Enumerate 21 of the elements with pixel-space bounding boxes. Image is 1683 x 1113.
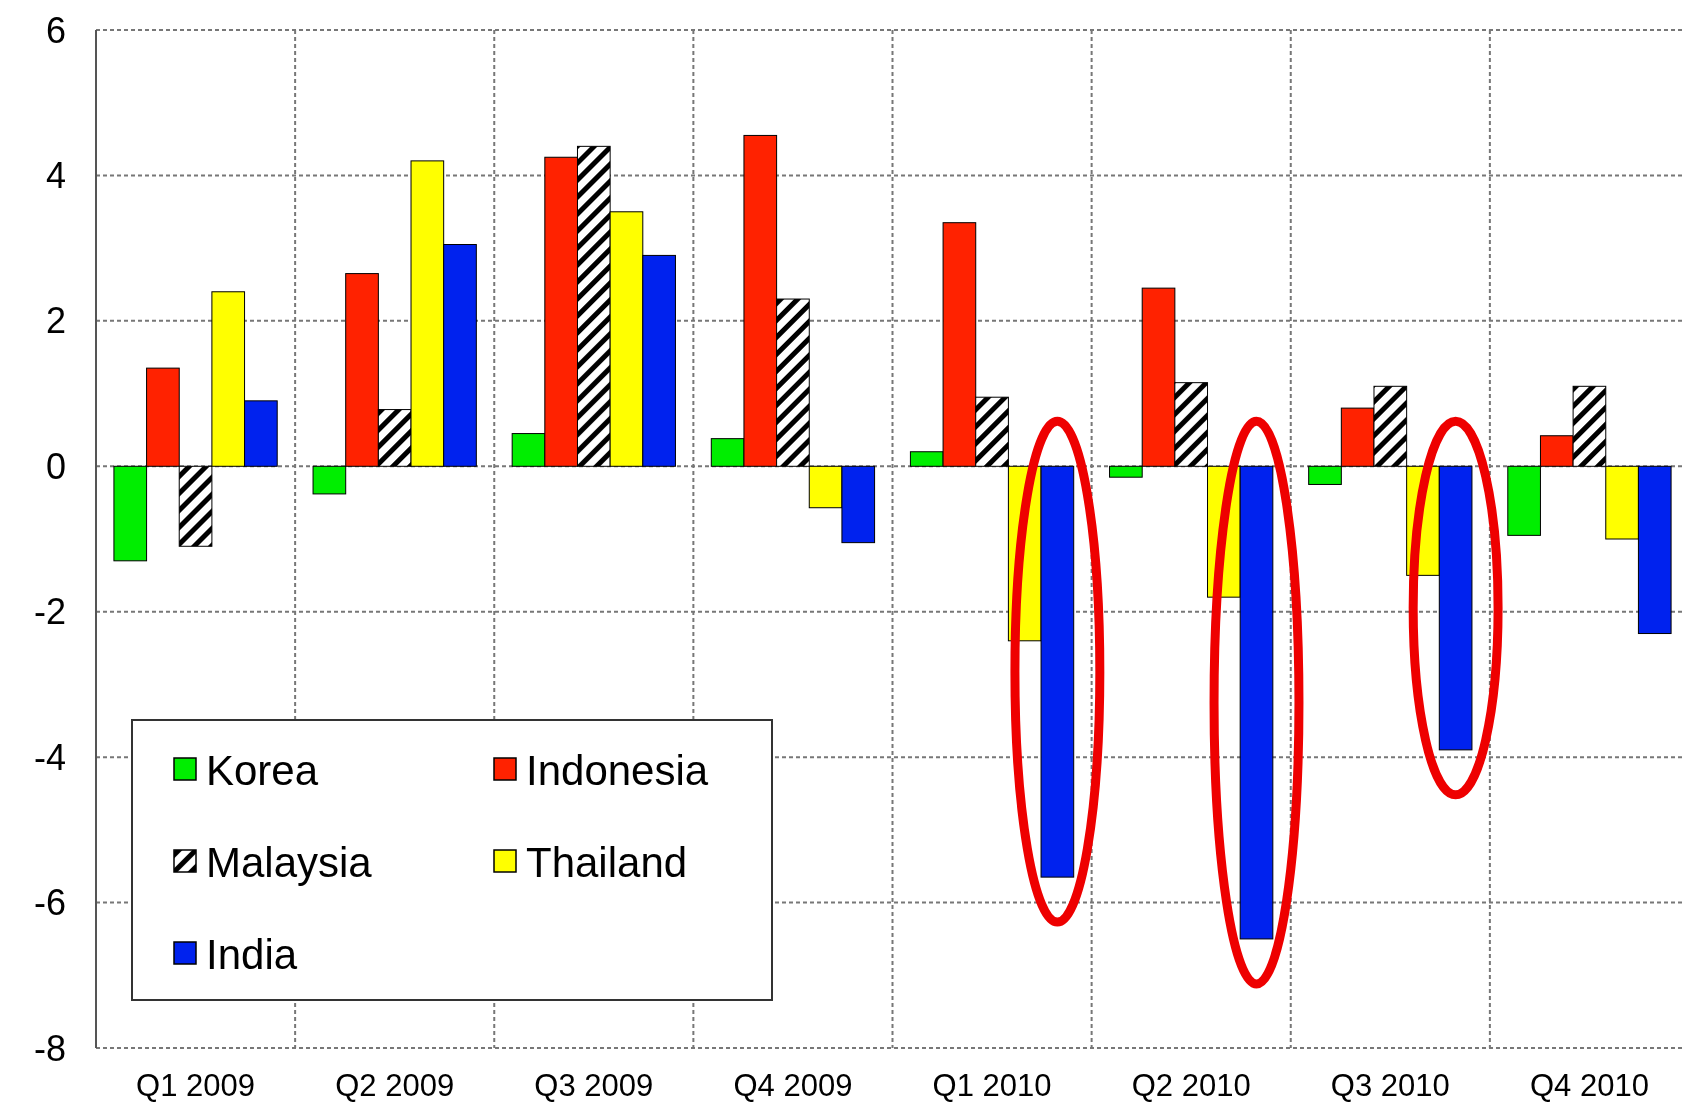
y-tick-label: 0 <box>45 445 66 487</box>
x-tick-label: Q3 2009 <box>534 1068 654 1103</box>
y-tick-label: -4 <box>33 736 66 778</box>
x-tick-label: Q4 2010 <box>1529 1068 1649 1103</box>
y-tick-label: -2 <box>33 591 66 633</box>
x-tick-label: Q1 2009 <box>136 1068 256 1103</box>
x-tick-label: Q2 2009 <box>335 1068 455 1103</box>
legend-label: Korea <box>206 746 319 794</box>
x-tick-label: Q2 2010 <box>1131 1068 1251 1103</box>
legend-label: Thailand <box>526 838 688 886</box>
legend-label: Malaysia <box>206 838 373 886</box>
legend-label: India <box>206 930 298 978</box>
y-tick-label: 6 <box>45 9 66 51</box>
y-tick-label: 2 <box>45 300 66 342</box>
y-tick-label: -8 <box>33 1027 66 1069</box>
y-tick-label: -6 <box>33 882 66 924</box>
legend-label: Indonesia <box>526 746 709 794</box>
x-tick-label: Q1 2010 <box>932 1068 1052 1103</box>
x-tick-label: Q4 2009 <box>733 1068 853 1103</box>
x-tick-label: Q3 2010 <box>1330 1068 1450 1103</box>
y-tick-label: 4 <box>45 155 66 197</box>
